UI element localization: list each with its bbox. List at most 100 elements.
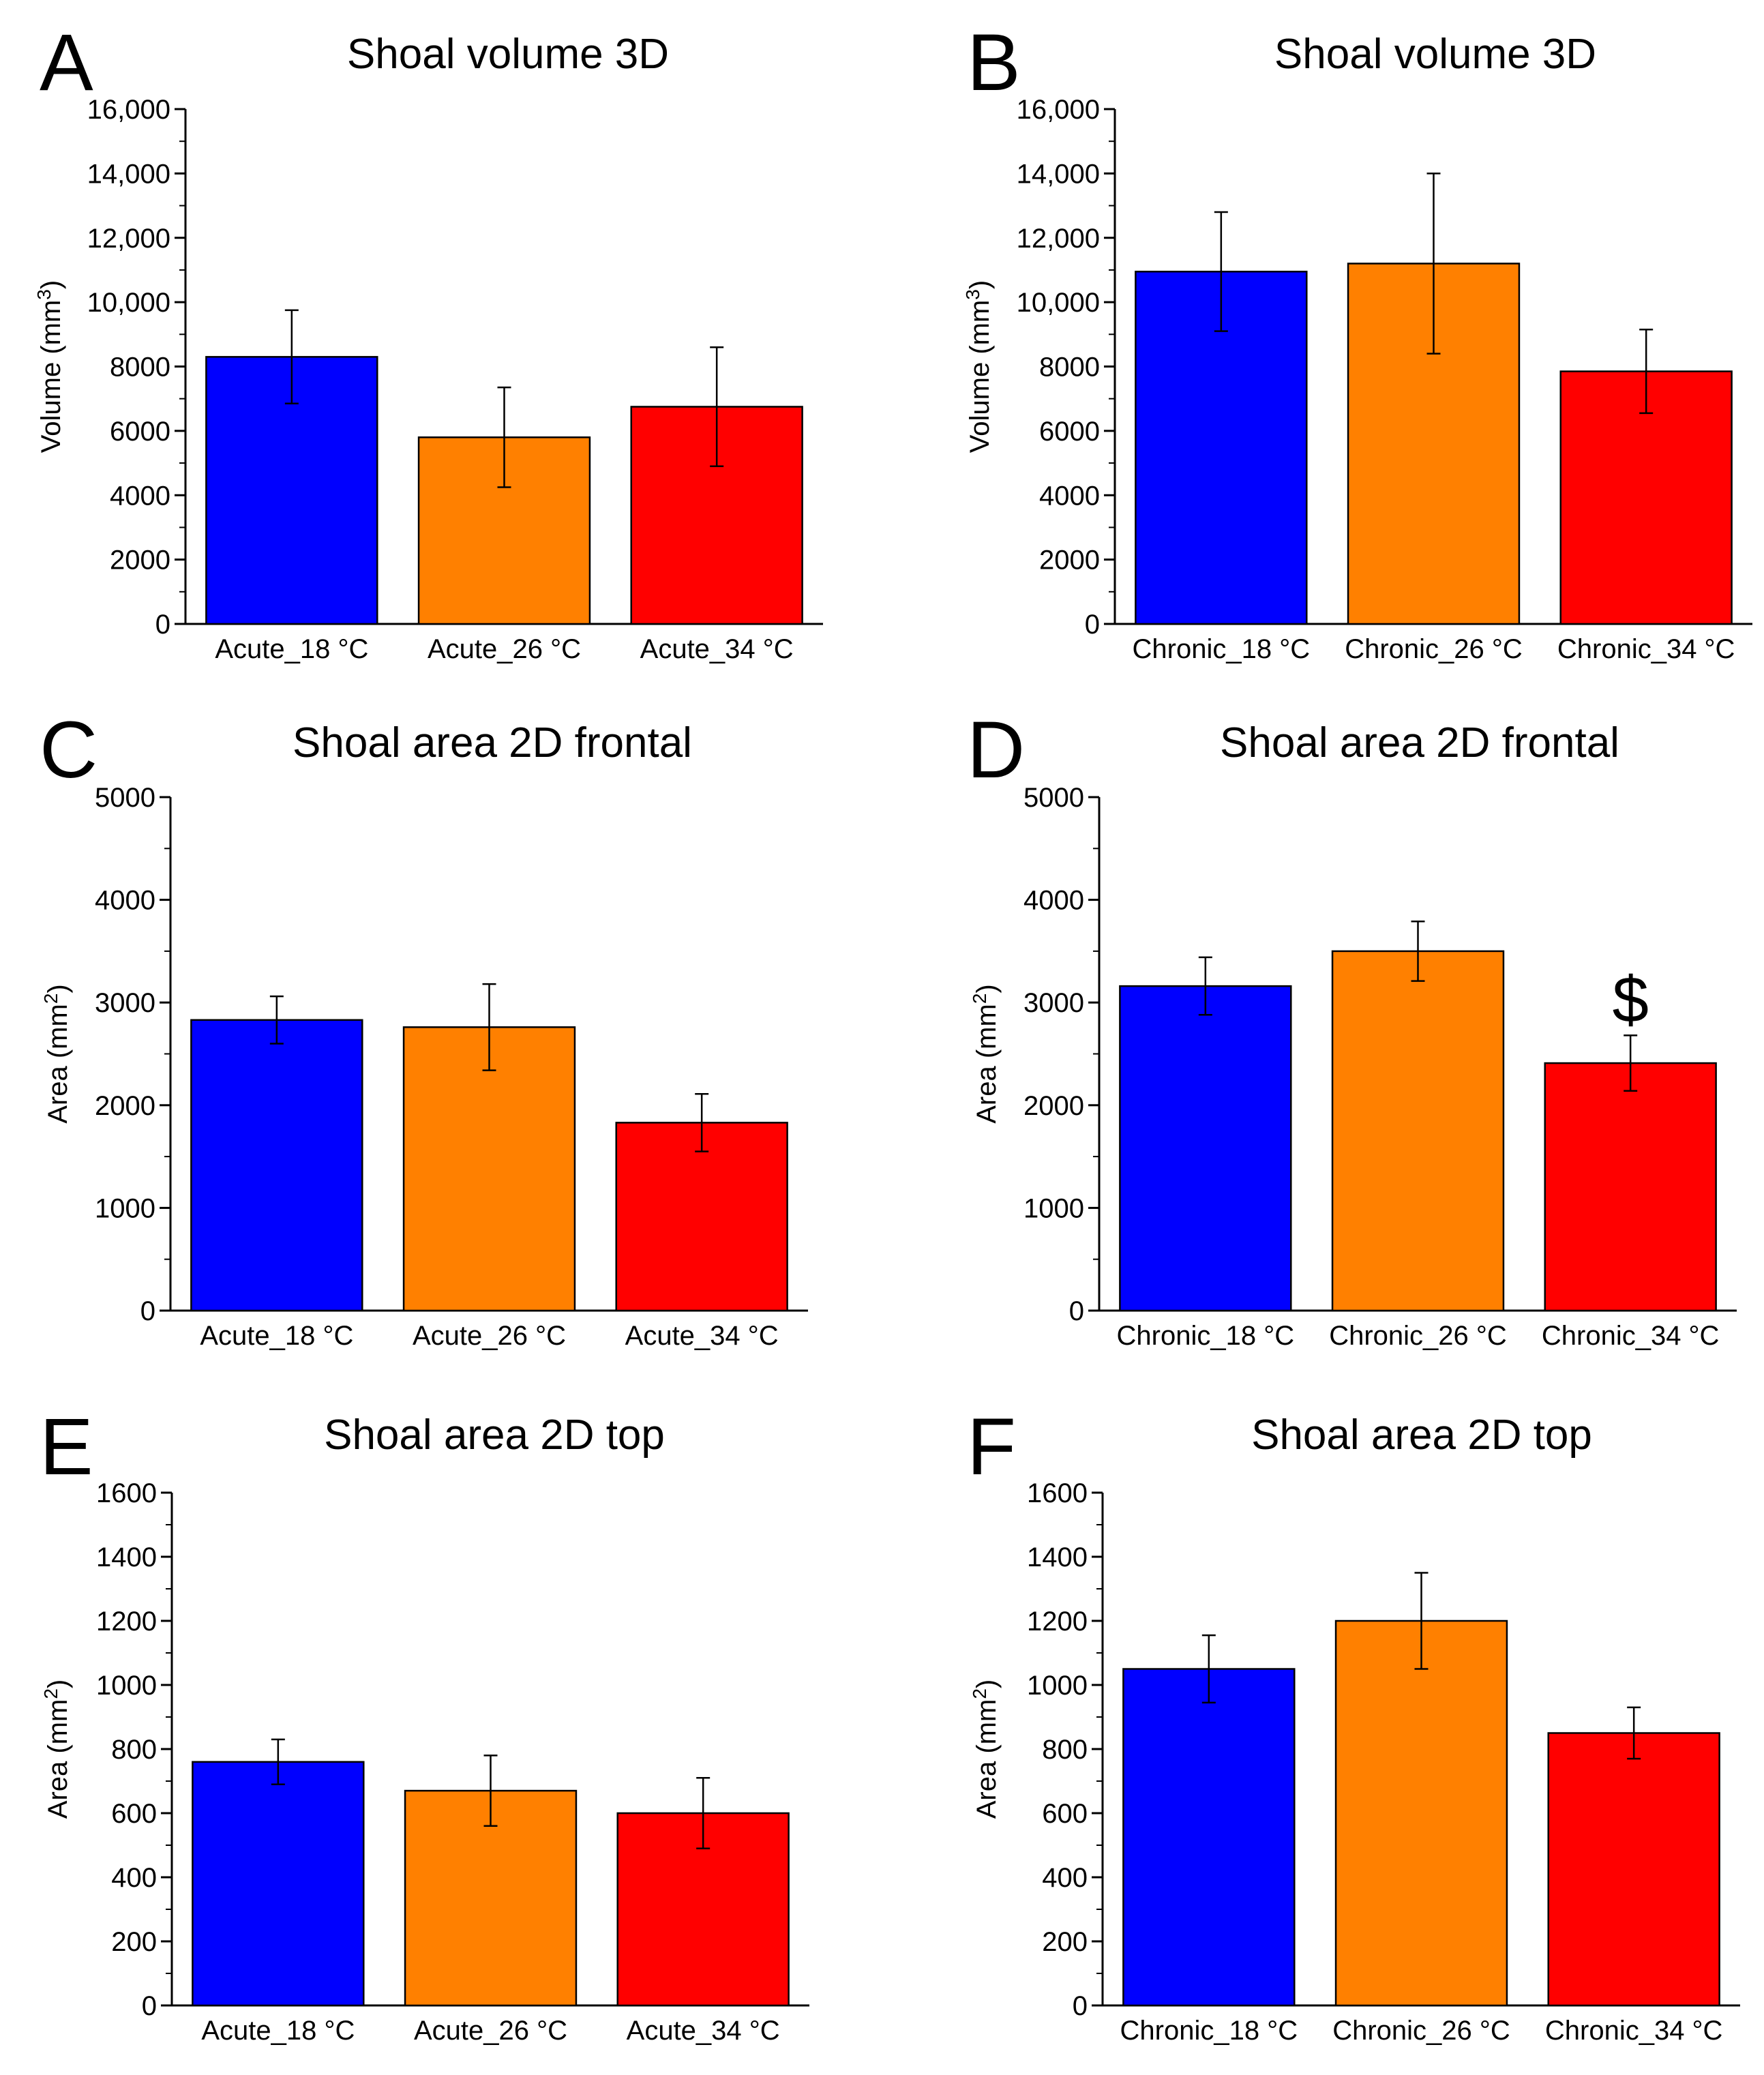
significance-marker: $ bbox=[1612, 963, 1648, 1036]
y-axis-close-paren: ) bbox=[965, 280, 995, 289]
y-tick-label: 6000 bbox=[1039, 417, 1100, 447]
bar-34c bbox=[615, 1122, 788, 1312]
y-tick-label: 12,000 bbox=[1017, 224, 1100, 254]
chart-title: Shoal area 2D frontal bbox=[293, 719, 692, 766]
panel-letter: F bbox=[967, 1402, 1016, 1492]
panel-f: F Shoal area 2D top Area (mm2) 0 200 400 600 80… bbox=[967, 1402, 1740, 2046]
y-tick-label: 1000 bbox=[96, 1671, 157, 1701]
y-axis-unit: mm bbox=[972, 1699, 1002, 1745]
y-axis-unit-exponent: 2 bbox=[40, 994, 61, 1004]
y-tick-label: 1000 bbox=[1023, 1193, 1084, 1223]
y-axis-title: Area bbox=[43, 1065, 73, 1123]
y-tick-label: 800 bbox=[1042, 1735, 1088, 1765]
panel-letter: E bbox=[40, 1402, 93, 1492]
y-axis-close-paren: ) bbox=[43, 1680, 73, 1688]
x-category-label: Acute_34 °C bbox=[640, 634, 794, 664]
y-axis-unit: mm bbox=[43, 1004, 73, 1049]
x-category-label: Acute_18 °C bbox=[201, 2016, 355, 2046]
x-category-label: Chronic_34 °C bbox=[1542, 1321, 1720, 1351]
y-axis-open-paren: ( bbox=[36, 345, 66, 362]
y-tick-label: 4000 bbox=[95, 886, 155, 916]
y-tick-label: 0 bbox=[1073, 1991, 1088, 2021]
y-axis-close-paren: ) bbox=[972, 984, 1002, 993]
y-tick-label: 800 bbox=[111, 1735, 157, 1765]
panel-d: D Shoal area 2D frontal Area (mm2) 0 1000 200… bbox=[967, 705, 1737, 1351]
y-axis-title: Volume bbox=[965, 362, 995, 453]
panel-c: C Shoal area 2D frontal Area (mm2) 0 1000 200… bbox=[40, 705, 808, 1351]
x-category-label: Chronic_26 °C bbox=[1345, 634, 1523, 664]
y-tick-label: 1400 bbox=[1027, 1542, 1088, 1572]
y-tick-label: 5000 bbox=[1023, 783, 1084, 813]
y-tick-label: 0 bbox=[142, 1991, 157, 2021]
y-tick-label: 12,000 bbox=[87, 224, 170, 254]
y-axis-unit-exponent: 2 bbox=[969, 1688, 990, 1699]
panel-letter: D bbox=[967, 705, 1025, 795]
y-axis-open-paren: ( bbox=[972, 1744, 1002, 1761]
y-tick-label: 10,000 bbox=[87, 288, 170, 318]
y-axis-label: Area (mm2) bbox=[40, 1680, 73, 1819]
y-axis-label: Volume (mm3) bbox=[33, 280, 66, 453]
x-category-label: Acute_18 °C bbox=[200, 1321, 353, 1351]
bar-18c bbox=[1122, 1668, 1296, 2007]
y-tick-label: 400 bbox=[1042, 1863, 1088, 1893]
y-tick-label: 8000 bbox=[110, 353, 170, 383]
x-category-label: Chronic_26 °C bbox=[1332, 2016, 1510, 2046]
y-axis-unit-exponent: 2 bbox=[40, 1688, 61, 1699]
x-category-label: Chronic_18 °C bbox=[1117, 1321, 1295, 1351]
bar-26c bbox=[1331, 950, 1505, 1312]
bar-26c bbox=[402, 1026, 576, 1312]
y-axis-label: Volume (mm3) bbox=[962, 280, 995, 453]
y-tick-label: 14,000 bbox=[1017, 159, 1100, 189]
y-tick-label: 1400 bbox=[96, 1542, 157, 1572]
y-axis-open-paren: ( bbox=[43, 1744, 73, 1761]
x-category-label: Acute_26 °C bbox=[413, 1321, 566, 1351]
y-axis-unit: mm bbox=[43, 1699, 73, 1745]
y-tick-label: 16,000 bbox=[1017, 95, 1100, 125]
y-tick-label: 1200 bbox=[1027, 1607, 1088, 1637]
y-tick-label: 14,000 bbox=[87, 159, 170, 189]
y-tick-label: 600 bbox=[111, 1799, 157, 1829]
y-tick-label: 6000 bbox=[110, 417, 170, 447]
y-tick-label: 0 bbox=[1069, 1296, 1084, 1326]
panel-letter: A bbox=[40, 18, 93, 108]
y-tick-label: 8000 bbox=[1039, 353, 1100, 383]
y-tick-label: 1000 bbox=[95, 1193, 155, 1223]
bar-26c bbox=[1334, 1619, 1508, 2007]
y-axis-label: Area (mm2) bbox=[969, 1680, 1002, 1819]
y-tick-label: 2000 bbox=[1023, 1091, 1084, 1121]
y-tick-label: 4000 bbox=[110, 481, 170, 511]
y-axis-unit: mm bbox=[972, 1004, 1002, 1049]
x-category-label: Chronic_34 °C bbox=[1557, 634, 1735, 664]
y-tick-label: 5000 bbox=[95, 783, 155, 813]
y-tick-label: 200 bbox=[1042, 1927, 1088, 1957]
y-tick-label: 4000 bbox=[1023, 886, 1084, 916]
y-tick-label: 0 bbox=[1085, 610, 1100, 640]
y-axis-label: Area (mm2) bbox=[40, 984, 73, 1123]
panel-letter: C bbox=[40, 705, 98, 795]
y-axis-unit-exponent: 3 bbox=[962, 289, 983, 300]
y-tick-label: 1200 bbox=[96, 1607, 157, 1637]
y-axis-close-paren: ) bbox=[43, 984, 73, 993]
y-tick-label: 16,000 bbox=[87, 95, 170, 125]
y-tick-label: 4000 bbox=[1039, 481, 1100, 511]
x-category-label: Acute_34 °C bbox=[625, 1321, 779, 1351]
y-tick-label: 3000 bbox=[1023, 988, 1084, 1018]
y-axis-unit-exponent: 3 bbox=[33, 289, 55, 300]
x-category-label: Chronic_18 °C bbox=[1133, 634, 1311, 664]
y-tick-label: 2000 bbox=[1039, 546, 1100, 576]
y-tick-label: 1600 bbox=[1027, 1478, 1088, 1508]
y-axis-title: Area bbox=[43, 1761, 73, 1819]
y-tick-label: 3000 bbox=[95, 988, 155, 1018]
bar-18c bbox=[192, 1761, 365, 2007]
x-category-label: Acute_26 °C bbox=[428, 634, 581, 664]
chart-title: Shoal area 2D top bbox=[324, 1412, 665, 1459]
x-category-label: Chronic_26 °C bbox=[1329, 1321, 1507, 1351]
y-axis-unit: mm bbox=[36, 300, 66, 346]
y-tick-label: 600 bbox=[1042, 1799, 1088, 1829]
chart-title: Shoal volume 3D bbox=[347, 31, 669, 78]
y-axis-title: Area bbox=[972, 1065, 1002, 1123]
y-axis-open-paren: ( bbox=[972, 1049, 1002, 1066]
bar-18c bbox=[190, 1019, 363, 1312]
y-axis-close-paren: ) bbox=[972, 1680, 1002, 1688]
y-tick-label: 200 bbox=[111, 1927, 157, 1957]
